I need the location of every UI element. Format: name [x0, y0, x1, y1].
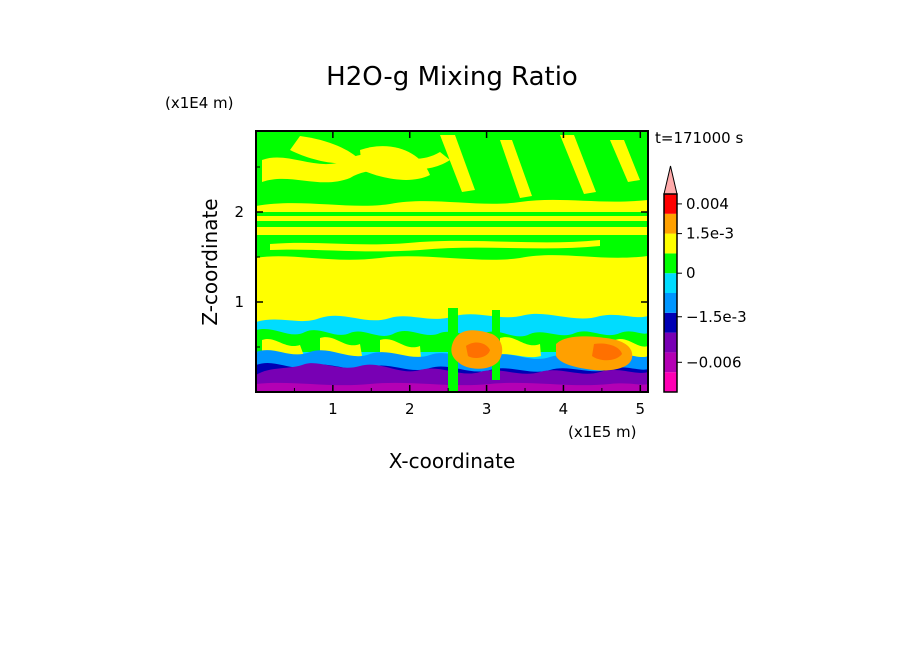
band-green-2 — [256, 221, 648, 227]
x-axis-title: X-coordinate — [389, 449, 516, 473]
colorbar-label: 1.5e-3 — [686, 225, 734, 243]
colorbar-label: −0.006 — [686, 353, 742, 371]
orange-patch-2-core — [592, 343, 622, 361]
colorbar-top-triangle — [663, 165, 678, 195]
colorbar: 0.004 1.5e-3 0 −1.5e-3 −0.006 — [663, 165, 747, 393]
band-yellow-wave — [270, 240, 600, 252]
x-axis: 1 2 3 4 5 — [293, 131, 646, 418]
contour-field — [256, 131, 648, 392]
colorbar-segment — [664, 312, 677, 333]
chart-title: H2O-g Mixing Ratio — [326, 62, 578, 92]
x-tick-label: 5 — [636, 400, 646, 418]
x-tick-label: 3 — [482, 400, 492, 418]
colorbar-segment — [664, 194, 677, 214]
upper-green-region — [256, 131, 648, 206]
upper-yellow-diag-2 — [500, 140, 532, 198]
y-axis-title: Z-coordinate — [198, 198, 222, 325]
boundary-yellow-swirls — [262, 337, 648, 360]
colorbar-label: −1.5e-3 — [686, 308, 747, 326]
upper-yellow-diag-1 — [440, 135, 475, 192]
orange-patch-1-core — [466, 342, 490, 358]
upper-yellow-diag-3 — [560, 135, 596, 194]
colorbar-segment — [664, 253, 677, 274]
colorbar-segment — [664, 213, 677, 234]
colorbar-segment — [664, 293, 677, 313]
colorbar-segment — [664, 332, 677, 353]
upper-yellow-patch — [290, 136, 360, 164]
colorbar-segment — [664, 233, 677, 254]
band-yellow-1 — [256, 206, 648, 212]
upper-yellow-blob — [360, 146, 430, 180]
time-label: t=171000 s — [655, 129, 743, 147]
band-yellow-2 — [300, 216, 648, 221]
plot-frame — [255, 130, 649, 393]
y-axis: 12 — [234, 166, 648, 348]
upper-yellow-diag-4 — [610, 140, 640, 182]
x-units-label: (x1E5 m) — [568, 423, 637, 441]
y-units-label: (x1E4 m) — [165, 94, 234, 112]
band-yellow-3 — [256, 227, 648, 235]
colorbar-segment — [664, 273, 677, 293]
colorbar-segment — [664, 352, 677, 373]
colorbar-label: 0 — [686, 264, 696, 282]
y-tick-label: 1 — [234, 293, 244, 311]
colorbar-frame — [663, 193, 678, 393]
band-green-3 — [256, 235, 648, 245]
x-tick-label: 1 — [328, 400, 338, 418]
colorbar-label: 0.004 — [686, 195, 729, 213]
band-green-1 — [256, 212, 648, 216]
x-tick-label: 4 — [559, 400, 569, 418]
x-tick-label: 2 — [405, 400, 415, 418]
colorbar-segment — [664, 372, 677, 392]
y-tick-label: 2 — [234, 203, 244, 221]
